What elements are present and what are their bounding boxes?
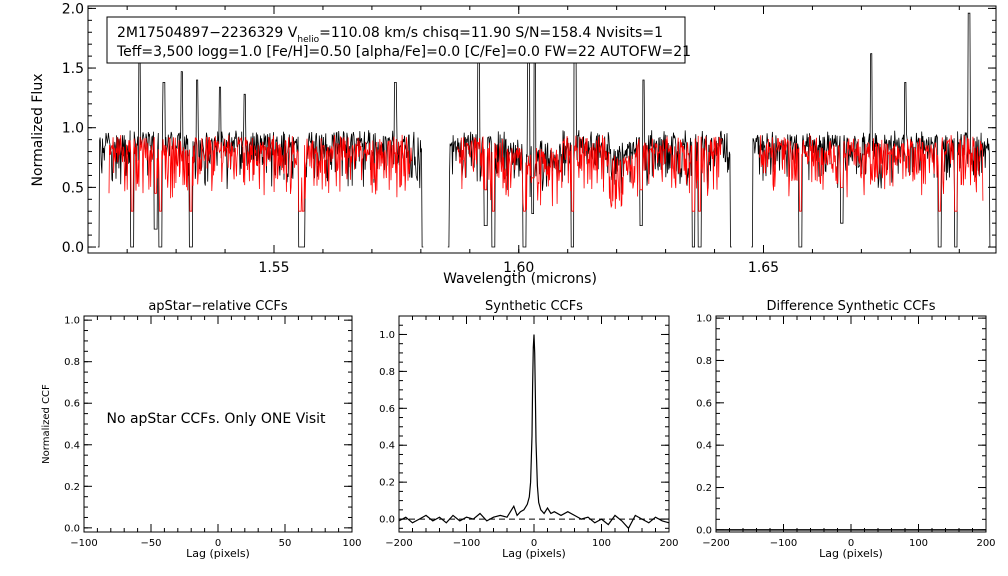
x-tick-label: −200 xyxy=(702,538,729,549)
spectrum-panel: 1.55 1.60 1.65 0.0 0.5 1.0 1.5 2.0 2M17504897−2… xyxy=(30,1,997,287)
observed-spectrum-chip-2 xyxy=(447,17,732,248)
y-tick-label: 0.6 xyxy=(379,404,395,415)
y-tick-label: 0.4 xyxy=(696,441,712,452)
ccf-panel-apstar: apStar−relative CCFs −100 −50 0 50 100 0.0 0.2… xyxy=(41,299,362,560)
x-tick-label: −50 xyxy=(140,538,161,549)
ccf3-title: Difference Synthetic CCFs xyxy=(766,299,935,314)
y-tick-label: 1.0 xyxy=(696,314,712,325)
y-tick-label: 1.5 xyxy=(62,61,84,77)
ccf1-ticks: −100 −50 0 50 100 0.0 0.2 0.4 0.6 0.8 1.0 xyxy=(64,316,361,549)
spectrum-plot-area xyxy=(97,12,992,248)
y-tick-label: 1.0 xyxy=(64,316,80,327)
ccf2-ticks: −200 −100 0 100 200 0.0 0.2 0.4 0.6 0.8 1.0 xyxy=(379,315,679,549)
x-tick-label: 1.60 xyxy=(503,260,534,276)
spectrum-annotation-box: 2M17504897−2236329 Vhelio=110.08 km/s ch… xyxy=(106,16,691,64)
x-tick-label: 200 xyxy=(659,538,678,549)
annotation-box-frame xyxy=(106,16,686,64)
ccf2-title: Synthetic CCFs xyxy=(485,299,583,314)
annotation-line2: Teff=3,500 logg=1.0 [Fe/H]=0.50 [alpha/F… xyxy=(116,44,691,60)
x-tick-label: −100 xyxy=(70,538,97,549)
synthetic-spectrum-chip-1 xyxy=(108,134,413,212)
ccf2-line xyxy=(398,334,670,530)
y-tick-label: 0.0 xyxy=(379,515,395,526)
ccf2-plot-area xyxy=(398,334,670,530)
y-tick-label: 0.2 xyxy=(64,482,80,493)
x-tick-label: 0 xyxy=(531,538,537,549)
x-tick-label: −100 xyxy=(453,538,480,549)
annotation-line1: 2M17504897−2236329 Vhelio=110.08 km/s ch… xyxy=(117,25,663,45)
ccf1-xlabel: Lag (pixels) xyxy=(186,547,250,560)
v-helio-label: V xyxy=(288,25,298,41)
x-tick-label: −200 xyxy=(385,538,412,549)
y-tick-label: 0.2 xyxy=(379,478,395,489)
x-tick-label: 200 xyxy=(976,538,995,549)
y-tick-label: 0.8 xyxy=(64,357,80,368)
y-tick-label: 0.2 xyxy=(696,483,712,494)
x-tick-label: 100 xyxy=(909,538,928,549)
y-tick-label: 0.4 xyxy=(64,440,80,451)
y-tick-label: 1.0 xyxy=(379,330,395,341)
spectrum-ticks: 1.55 1.60 1.65 0.0 0.5 1.0 1.5 2.0 xyxy=(62,1,996,276)
ccf-panel-synthetic: Synthetic CCFs −200 −100 0 100 200 0.0 0.2 0.4 0… xyxy=(379,299,678,560)
spectrum-ylabel: Normalized Flux xyxy=(30,74,46,187)
y-tick-label: 0.4 xyxy=(379,441,395,452)
fit-stats: =110.08 km/s chisq=11.90 S/N=158.4 Nvisi… xyxy=(319,25,663,41)
x-tick-label: 100 xyxy=(342,538,361,549)
x-tick-label: 0 xyxy=(848,538,854,549)
x-tick-label: −100 xyxy=(770,538,797,549)
spectrum-xlabel: Wavelength (microns) xyxy=(443,271,597,287)
x-tick-label: 100 xyxy=(592,538,611,549)
y-tick-label: 0.5 xyxy=(62,180,84,196)
ccf3-xlabel: Lag (pixels) xyxy=(819,547,883,560)
spectrum-frame xyxy=(87,5,997,254)
y-tick-label: 0.0 xyxy=(696,525,712,536)
y-tick-label: 0.8 xyxy=(696,356,712,367)
y-tick-label: 0.6 xyxy=(64,399,80,410)
synthetic-spectrum-chip-2 xyxy=(457,135,723,212)
ccf1-ylabel: Normalized CCF xyxy=(41,384,52,464)
ccf2-xlabel: Lag (pixels) xyxy=(502,547,566,560)
x-tick-label: 0 xyxy=(215,538,221,549)
ccf-panel-difference: Difference Synthetic CCFs −200 −100 0 100 20… xyxy=(696,299,995,560)
y-tick-label: 0.0 xyxy=(62,240,84,256)
ccf1-title: apStar−relative CCFs xyxy=(148,299,288,314)
x-tick-label: 1.65 xyxy=(748,260,779,276)
y-tick-label: 0.6 xyxy=(696,398,712,409)
y-tick-label: 2.0 xyxy=(62,1,84,17)
synthetic-spectrum-chip-3 xyxy=(759,135,984,212)
y-tick-label: 0.0 xyxy=(64,523,80,534)
y-tick-label: 0.8 xyxy=(379,367,395,378)
ccf3-ticks: −200 −100 0 100 200 0.0 0.2 0.4 0.6 0.8 1.0 xyxy=(696,314,995,549)
v-helio-subscript: helio xyxy=(297,35,319,45)
ccf1-message: No apStar CCFs. Only ONE Visit xyxy=(106,411,326,427)
star-id: 2M17504897−2236329 xyxy=(117,25,283,41)
x-tick-label: 1.55 xyxy=(258,260,289,276)
y-tick-label: 1.0 xyxy=(62,121,84,137)
x-tick-label: 50 xyxy=(279,538,292,549)
